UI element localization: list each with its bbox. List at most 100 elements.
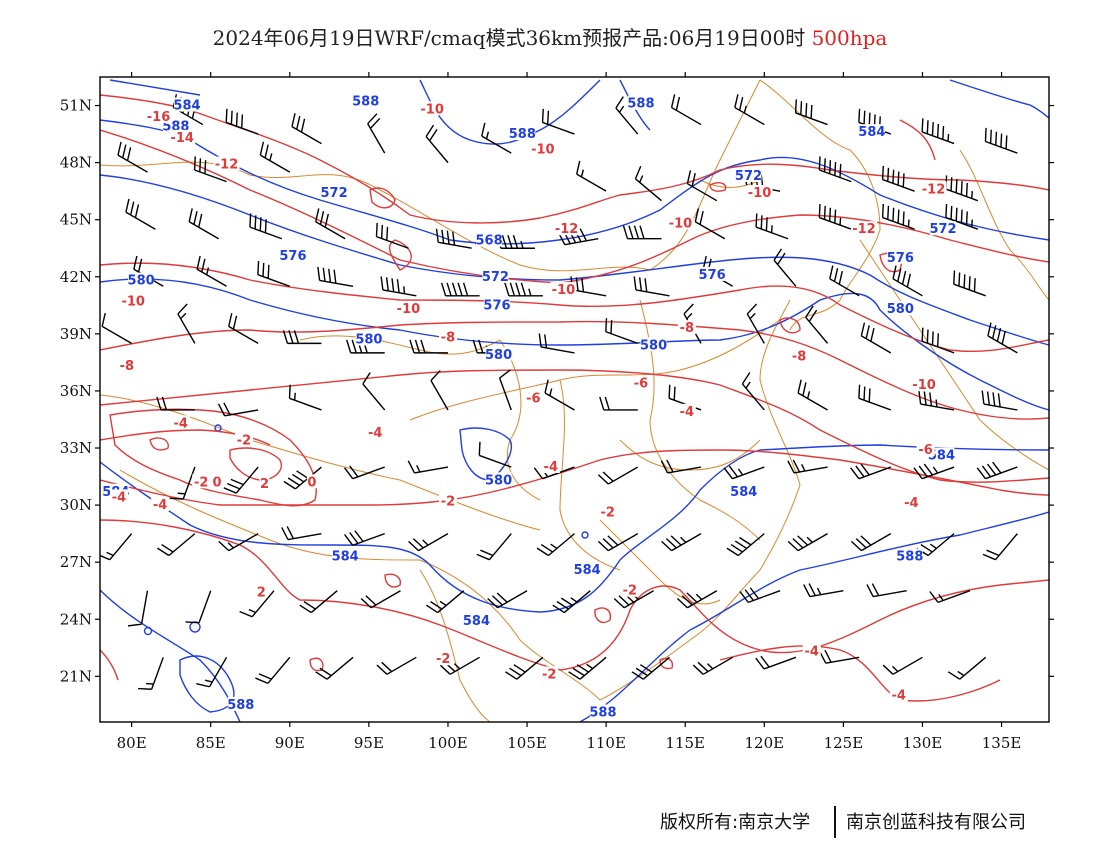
barb-feather	[902, 211, 905, 226]
wind-barb	[196, 656, 228, 688]
barb-feather	[963, 274, 966, 288]
contour-label: 580	[640, 338, 667, 353]
barb-feather	[254, 215, 257, 230]
lon-tick-label: 135E	[982, 734, 1022, 752]
barb-feather	[509, 282, 516, 297]
plot-area: 584 588 588 588 588 584 572 572 568 576 572 576 576 5…	[100, 79, 1049, 722]
barb-feather	[955, 207, 958, 222]
barb-feather	[602, 471, 614, 482]
barb-feather	[860, 463, 870, 476]
barb-feather	[855, 538, 867, 549]
barb-half-feather	[935, 399, 938, 407]
barb-feather	[823, 205, 826, 220]
barb-feather	[599, 396, 605, 411]
barb-half-feather	[269, 153, 273, 161]
barb-shaft	[198, 590, 212, 623]
barb-half-feather	[806, 536, 813, 543]
contour-label-bg	[887, 301, 914, 316]
barb-feather	[792, 538, 804, 549]
contour-label-bg	[930, 221, 957, 236]
barb-feather	[303, 601, 316, 610]
barb-half-feather	[586, 663, 594, 670]
wind-barb	[288, 384, 322, 411]
barb-feather	[283, 480, 296, 490]
wind-barb	[676, 590, 718, 609]
barb-feather	[288, 330, 294, 344]
barb-shaft	[983, 403, 1018, 411]
barb-feather	[376, 664, 388, 675]
barb-feather	[258, 673, 272, 680]
wind-barb	[633, 276, 670, 297]
wind-barb	[805, 305, 829, 344]
wind-barb	[981, 390, 1018, 411]
barb-feather	[349, 532, 359, 544]
wind-barb	[255, 656, 291, 685]
contour-label: 2	[260, 477, 269, 492]
contour-label: 588	[627, 97, 654, 112]
barb-feather	[319, 667, 332, 677]
barb-shaft	[228, 533, 259, 552]
barb-feather	[315, 671, 328, 680]
wind-barb	[282, 330, 322, 345]
barb-feather	[955, 179, 958, 193]
barb-feather	[992, 392, 996, 407]
wind-barbs	[100, 94, 1018, 690]
wind-barb	[291, 113, 322, 145]
barb-shaft	[109, 533, 133, 561]
wind-barb	[829, 265, 860, 297]
wind-barb	[281, 526, 322, 541]
lat-tick-label: 33N	[60, 439, 92, 457]
contour-label: 588	[896, 549, 923, 564]
contour-label: 580	[485, 473, 512, 488]
barb-feather	[439, 664, 451, 675]
barb-feather	[408, 540, 419, 552]
barb-feather	[262, 262, 265, 277]
title-text: 2024年06月19日WRF/cmaq模式36km预报产品:06月19日00时	[212, 26, 806, 50]
barb-feather	[487, 597, 499, 609]
barb-feather	[292, 473, 305, 483]
barb-shaft	[315, 221, 346, 240]
barb-feather	[824, 649, 832, 663]
lon-tick-label: 90E	[275, 734, 305, 752]
barb-feather	[746, 303, 758, 315]
barb-feather	[868, 112, 871, 127]
barb-feather	[936, 123, 940, 138]
wind-barb	[858, 384, 892, 411]
barb-feather	[579, 228, 588, 242]
contour-label: -4	[892, 688, 906, 703]
barb-feather	[882, 664, 894, 675]
barb-feather	[607, 535, 619, 546]
barb-feather	[615, 96, 624, 109]
barb-shaft	[763, 656, 797, 670]
wind-barb	[987, 322, 1018, 354]
barb-feather	[365, 595, 377, 606]
barb-shaft	[289, 397, 322, 411]
barb-feather	[381, 661, 393, 673]
barb-feather	[670, 535, 682, 546]
barb-feather	[157, 547, 170, 557]
wind-barb	[615, 96, 639, 135]
barb-feather	[726, 547, 739, 557]
barb-feather	[300, 118, 306, 133]
barb-feather	[409, 339, 415, 354]
contour-label-bg	[256, 584, 267, 599]
barb-feather	[777, 252, 786, 265]
barb-feather	[264, 219, 267, 233]
barb-half-feather	[293, 392, 296, 401]
barb-shaft	[319, 279, 354, 287]
contour-label-bg	[802, 643, 821, 658]
barb-feather	[457, 282, 463, 297]
barb-shaft	[362, 383, 386, 411]
barb-feather	[792, 459, 801, 473]
barb-shaft	[235, 466, 259, 494]
wind-barb	[100, 533, 133, 561]
barb-feather	[931, 122, 934, 136]
barb-feather	[296, 470, 309, 479]
barb-feather	[881, 165, 884, 180]
barb-feather	[343, 467, 354, 480]
barb-shaft	[101, 325, 132, 344]
wind-barb	[504, 282, 543, 297]
plot-frame	[99, 76, 1050, 723]
contour-label-bg	[213, 156, 240, 171]
contour-label: 2	[257, 586, 266, 601]
